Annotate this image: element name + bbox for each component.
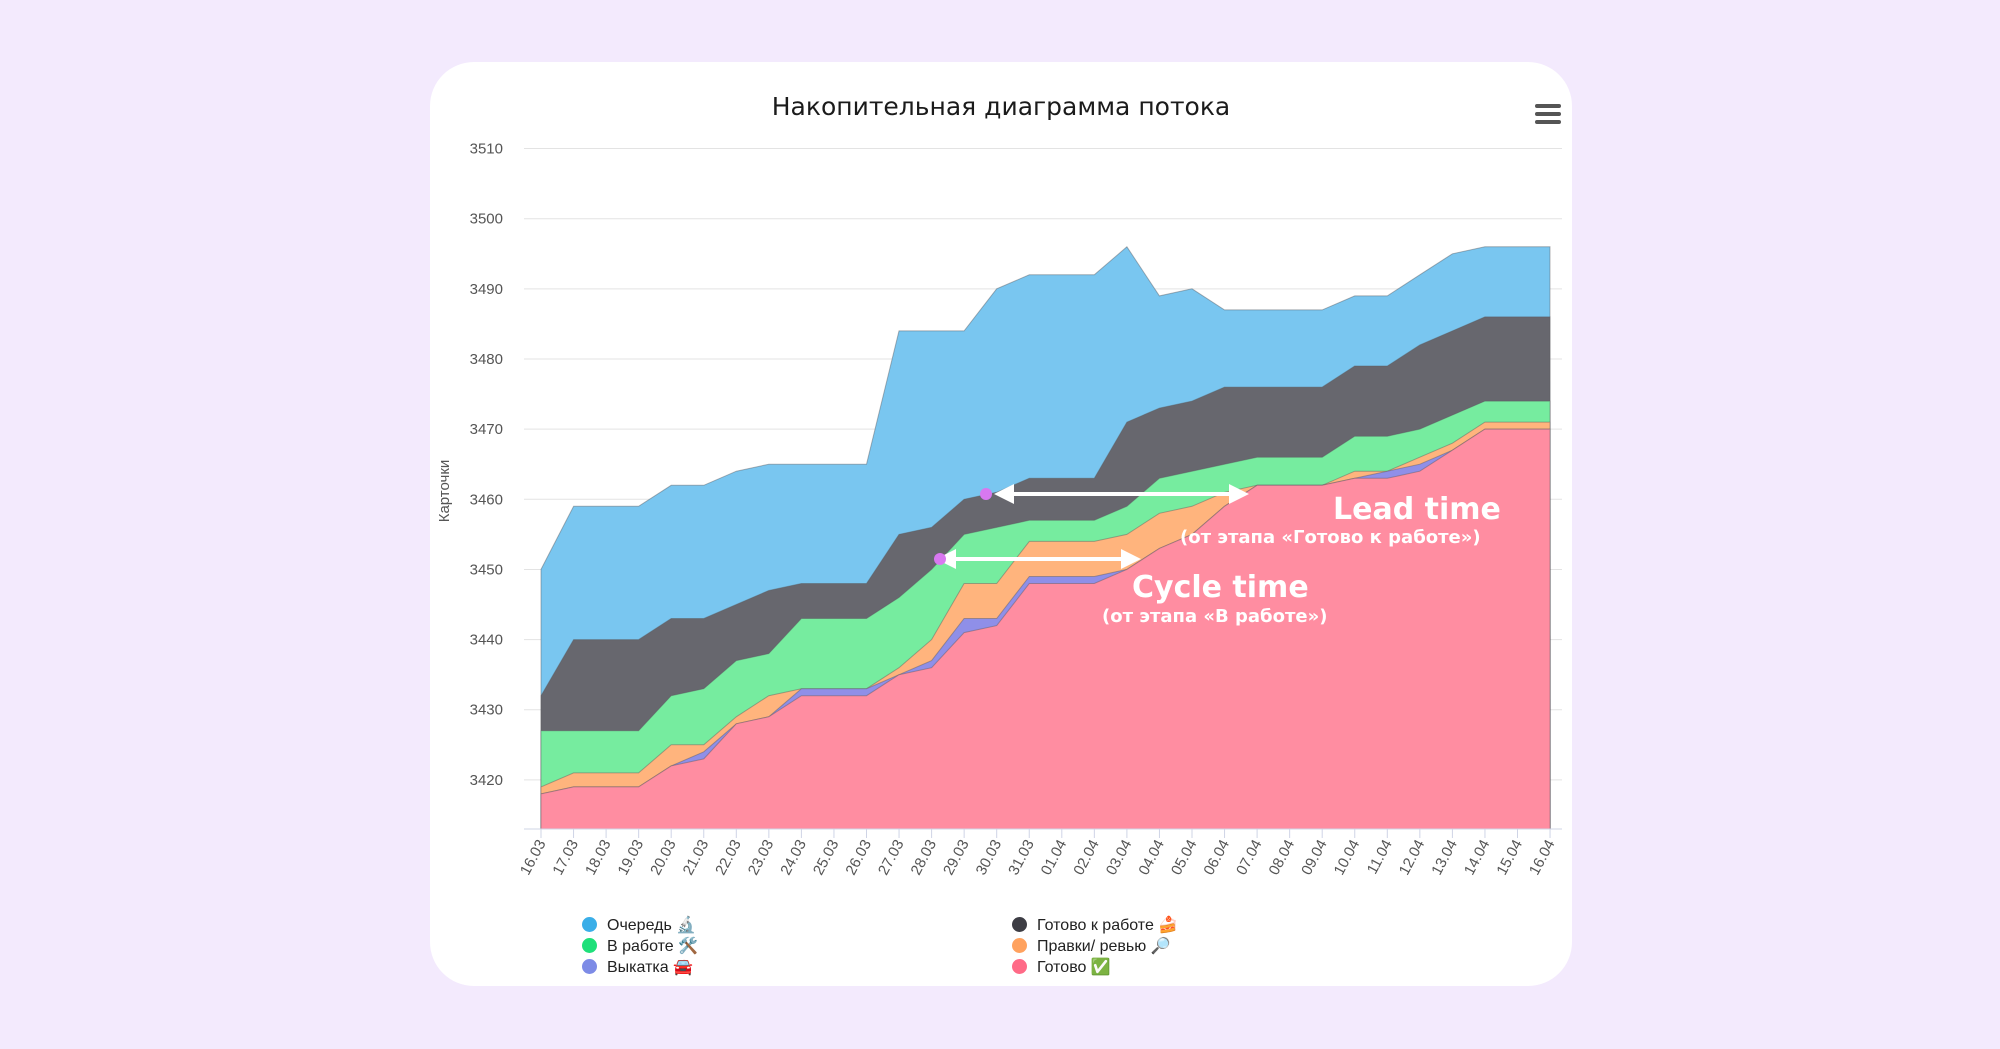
legend-swatch bbox=[1012, 959, 1027, 974]
cycle-time-subtitle: (от этапа «В работе») bbox=[1102, 606, 1327, 627]
chart-card: Накопительная диаграмма потока 3420 3430 3… bbox=[430, 62, 1572, 986]
legend-item-queue[interactable]: Очередь 🔬 bbox=[582, 914, 696, 935]
x-tick-label: 05.04 bbox=[1168, 837, 1201, 878]
y-tick-label: 3450 bbox=[470, 561, 503, 578]
annotations: Lead time (от этапа «Готово к работе») C… bbox=[934, 484, 1501, 627]
legend-item-in-progress[interactable]: В работе 🛠️ bbox=[582, 935, 698, 956]
area-series bbox=[540, 428, 1551, 830]
legend-label: Выкатка 🚘 bbox=[607, 958, 694, 976]
x-tick-label: 02.04 bbox=[1070, 837, 1103, 878]
y-tick-label: 3500 bbox=[470, 211, 503, 228]
x-tick-label: 11.04 bbox=[1364, 837, 1396, 877]
cycle-time-title: Cycle time bbox=[1132, 570, 1309, 605]
y-tick-label: 3430 bbox=[470, 702, 503, 719]
x-tick-label: 30.03 bbox=[973, 837, 1006, 878]
x-tick-label: 14.04 bbox=[1461, 837, 1494, 878]
cycle-time-start-marker bbox=[934, 553, 946, 565]
y-tick-label: 3470 bbox=[470, 421, 503, 438]
lead-time-start-marker bbox=[980, 488, 992, 500]
y-axis-label: Карточки bbox=[436, 460, 453, 523]
y-tick-label: 3510 bbox=[470, 141, 503, 158]
y-tick-label: 3480 bbox=[470, 351, 503, 368]
lead-time-subtitle: (от этапа «Готово к работе») bbox=[1180, 527, 1481, 548]
legend-swatch bbox=[582, 917, 597, 932]
y-tick-label: 3490 bbox=[470, 281, 503, 298]
x-tick-label: 23.03 bbox=[745, 837, 778, 878]
x-tick-label: 08.04 bbox=[1266, 837, 1299, 878]
x-tick-label: 13.04 bbox=[1428, 837, 1461, 878]
chart-title: Накопительная диаграмма потока bbox=[771, 92, 1231, 121]
legend-label: Очередь 🔬 bbox=[607, 916, 697, 934]
legend-item-review[interactable]: Правки/ ревью 🔎 bbox=[1012, 935, 1171, 956]
legend-swatch bbox=[1012, 938, 1027, 953]
x-tick-label: 28.03 bbox=[907, 837, 940, 878]
x-tick-label: 07.04 bbox=[1233, 837, 1266, 878]
y-tick-label: 3420 bbox=[470, 772, 503, 789]
legend-label: Правки/ ревью 🔎 bbox=[1037, 937, 1171, 955]
x-tick-label: 01.04 bbox=[1038, 837, 1071, 878]
x-tick-label: 15.04 bbox=[1493, 837, 1526, 878]
legend-label: Готово к работе 🍰 bbox=[1037, 916, 1179, 934]
x-tick-label: 06.04 bbox=[1200, 837, 1233, 878]
legend-item-ready-for-work[interactable]: Готово к работе 🍰 bbox=[1012, 914, 1178, 935]
legend-swatch bbox=[1012, 917, 1027, 932]
x-tick-label: 27.03 bbox=[875, 837, 908, 878]
x-tick-label: 18.03 bbox=[582, 837, 615, 878]
x-tick-label: 09.04 bbox=[1298, 837, 1331, 878]
legend-item-done[interactable]: Готово ✅ bbox=[1012, 956, 1111, 977]
x-tick-label: 20.03 bbox=[647, 837, 680, 878]
x-tick-label: 25.03 bbox=[810, 837, 843, 878]
x-tick-label: 29.03 bbox=[940, 837, 973, 878]
x-tick-label: 16.04 bbox=[1526, 837, 1559, 878]
y-tick-label: 3460 bbox=[470, 491, 503, 508]
legend-swatch bbox=[582, 959, 597, 974]
lead-time-arrow bbox=[980, 484, 1249, 504]
x-tick-label: 17.03 bbox=[549, 837, 582, 878]
x-tick-label: 19.03 bbox=[615, 837, 648, 878]
x-tick-label: 12.04 bbox=[1396, 837, 1429, 878]
hamburger-menu-icon[interactable] bbox=[1535, 104, 1561, 126]
chart-legend: Очередь 🔬 В работе 🛠️ Выкатка 🚘 Готово к… bbox=[582, 914, 1282, 980]
x-tick-label: 03.04 bbox=[1103, 837, 1136, 878]
x-tick-label: 26.03 bbox=[842, 837, 875, 878]
x-tick-label: 22.03 bbox=[712, 837, 745, 878]
x-tick-label: 04.04 bbox=[1135, 837, 1168, 878]
x-tick-label: 24.03 bbox=[777, 837, 810, 878]
cumulative-flow-chart: 3420 3430 3440 3450 3460 3470 3480 3490 3500 3510… bbox=[436, 141, 1562, 878]
legend-item-rollout[interactable]: Выкатка 🚘 bbox=[582, 956, 693, 977]
x-tick-label: 31.03 bbox=[1005, 837, 1038, 878]
x-tick-label: 10.04 bbox=[1331, 837, 1364, 878]
y-tick-label: 3440 bbox=[470, 632, 503, 649]
lead-time-title: Lead time bbox=[1333, 492, 1501, 527]
x-tick-label: 21.03 bbox=[680, 837, 713, 878]
legend-label: Готово ✅ bbox=[1037, 958, 1111, 976]
legend-swatch bbox=[582, 938, 597, 953]
cycle-time-arrow bbox=[934, 549, 1141, 569]
legend-label: В работе 🛠️ bbox=[607, 937, 699, 955]
x-tick-label: 16.03 bbox=[517, 837, 550, 878]
